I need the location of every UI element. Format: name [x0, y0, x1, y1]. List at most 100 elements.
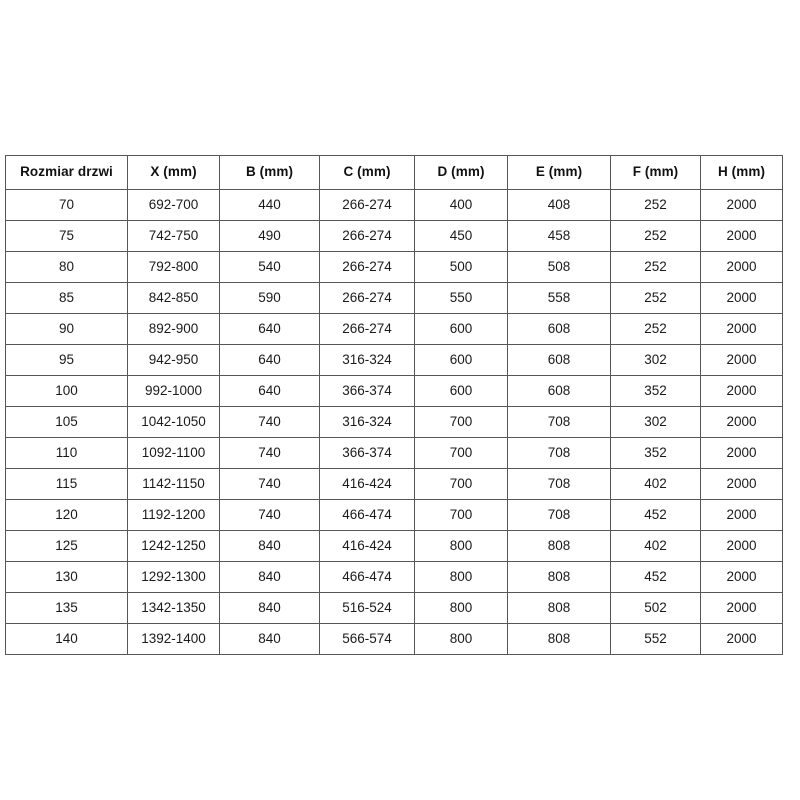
table-cell: 700: [414, 437, 508, 469]
table-cell: 1092-1100: [127, 437, 220, 469]
table-cell: 608: [507, 375, 611, 407]
table-cell: 2000: [700, 282, 783, 314]
table-cell: 2000: [700, 623, 783, 655]
column-header-c: C (mm): [319, 155, 415, 190]
table-cell: 508: [507, 251, 611, 283]
table-cell: 640: [219, 344, 320, 376]
table-cell: 840: [219, 623, 320, 655]
table-cell: 90: [5, 313, 128, 345]
table-cell: 408: [507, 189, 611, 221]
table-cell: 252: [610, 282, 701, 314]
table-cell: 1142-1150: [127, 468, 220, 500]
table-header: Rozmiar drzwi X (mm) B (mm) C (mm) D (mm…: [5, 155, 783, 190]
table-cell: 892-900: [127, 313, 220, 345]
table-cell: 266-274: [319, 313, 415, 345]
table-cell: 252: [610, 313, 701, 345]
table-cell: 608: [507, 313, 611, 345]
table-cell: 266-274: [319, 251, 415, 283]
table-cell: 2000: [700, 592, 783, 624]
table-cell: 302: [610, 344, 701, 376]
table-row: 80 792-800 540 266-274 500 508 252 2000: [5, 251, 783, 283]
table-cell: 700: [414, 406, 508, 438]
table-cell: 708: [507, 406, 611, 438]
table-cell: 366-374: [319, 437, 415, 469]
table-cell: 135: [5, 592, 128, 624]
table-cell: 440: [219, 189, 320, 221]
table-cell: 2000: [700, 406, 783, 438]
table-cell: 840: [219, 530, 320, 562]
table-cell: 992-1000: [127, 375, 220, 407]
table-cell: 466-474: [319, 499, 415, 531]
table-cell: 1292-1300: [127, 561, 220, 593]
table-cell: 600: [414, 344, 508, 376]
table-cell: 125: [5, 530, 128, 562]
column-header-d: D (mm): [414, 155, 508, 190]
table-row: 70 692-700 440 266-274 400 408 252 2000: [5, 189, 783, 221]
table-row: 125 1242-1250 840 416-424 800 808 402 2000: [5, 530, 783, 562]
table-cell: 316-324: [319, 344, 415, 376]
specification-table: Rozmiar drzwi X (mm) B (mm) C (mm) D (mm…: [5, 155, 783, 655]
table-cell: 566-574: [319, 623, 415, 655]
table-cell: 352: [610, 437, 701, 469]
specification-table-container: Rozmiar drzwi X (mm) B (mm) C (mm) D (mm…: [5, 155, 783, 655]
table-cell: 516-524: [319, 592, 415, 624]
table-cell: 416-424: [319, 468, 415, 500]
table-cell: 692-700: [127, 189, 220, 221]
table-cell: 450: [414, 220, 508, 252]
table-cell: 2000: [700, 468, 783, 500]
table-row: 110 1092-1100 740 366-374 700 708 352 2000: [5, 437, 783, 469]
table-cell: 458: [507, 220, 611, 252]
table-cell: 466-474: [319, 561, 415, 593]
table-cell: 540: [219, 251, 320, 283]
table-cell: 600: [414, 313, 508, 345]
table-cell: 708: [507, 499, 611, 531]
table-cell: 700: [414, 499, 508, 531]
table-cell: 2000: [700, 530, 783, 562]
table-cell: 742-750: [127, 220, 220, 252]
table-cell: 2000: [700, 189, 783, 221]
table-cell: 452: [610, 499, 701, 531]
table-cell: 352: [610, 375, 701, 407]
table-cell: 800: [414, 530, 508, 562]
table-row: 135 1342-1350 840 516-524 800 808 502 2000: [5, 592, 783, 624]
table-cell: 552: [610, 623, 701, 655]
table-cell: 550: [414, 282, 508, 314]
table-cell: 2000: [700, 499, 783, 531]
table-cell: 110: [5, 437, 128, 469]
table-cell: 1392-1400: [127, 623, 220, 655]
table-row: 85 842-850 590 266-274 550 558 252 2000: [5, 282, 783, 314]
table-cell: 640: [219, 313, 320, 345]
table-cell: 800: [414, 561, 508, 593]
table-cell: 608: [507, 344, 611, 376]
table-cell: 95: [5, 344, 128, 376]
column-header-h: H (mm): [700, 155, 783, 190]
table-cell: 502: [610, 592, 701, 624]
table-cell: 75: [5, 220, 128, 252]
table-cell: 740: [219, 499, 320, 531]
table-cell: 105: [5, 406, 128, 438]
table-cell: 558: [507, 282, 611, 314]
table-row: 95 942-950 640 316-324 600 608 302 2000: [5, 344, 783, 376]
column-header-rozmiar-drzwi: Rozmiar drzwi: [5, 155, 128, 190]
table-body: 70 692-700 440 266-274 400 408 252 2000 75 742-75…: [5, 189, 783, 655]
table-cell: 140: [5, 623, 128, 655]
table-row: 75 742-750 490 266-274 450 458 252 2000: [5, 220, 783, 252]
table-cell: 808: [507, 561, 611, 593]
table-cell: 590: [219, 282, 320, 314]
table-cell: 808: [507, 592, 611, 624]
table-cell: 800: [414, 592, 508, 624]
table-cell: 252: [610, 220, 701, 252]
table-row: 100 992-1000 640 366-374 600 608 352 2000: [5, 375, 783, 407]
table-cell: 400: [414, 189, 508, 221]
table-cell: 1192-1200: [127, 499, 220, 531]
table-row: 90 892-900 640 266-274 600 608 252 2000: [5, 313, 783, 345]
table-cell: 2000: [700, 561, 783, 593]
table-row: 115 1142-1150 740 416-424 700 708 402 2000: [5, 468, 783, 500]
table-cell: 416-424: [319, 530, 415, 562]
table-cell: 1042-1050: [127, 406, 220, 438]
table-cell: 2000: [700, 251, 783, 283]
table-cell: 80: [5, 251, 128, 283]
table-cell: 1242-1250: [127, 530, 220, 562]
table-row: 140 1392-1400 840 566-574 800 808 552 2000: [5, 623, 783, 655]
table-cell: 740: [219, 406, 320, 438]
